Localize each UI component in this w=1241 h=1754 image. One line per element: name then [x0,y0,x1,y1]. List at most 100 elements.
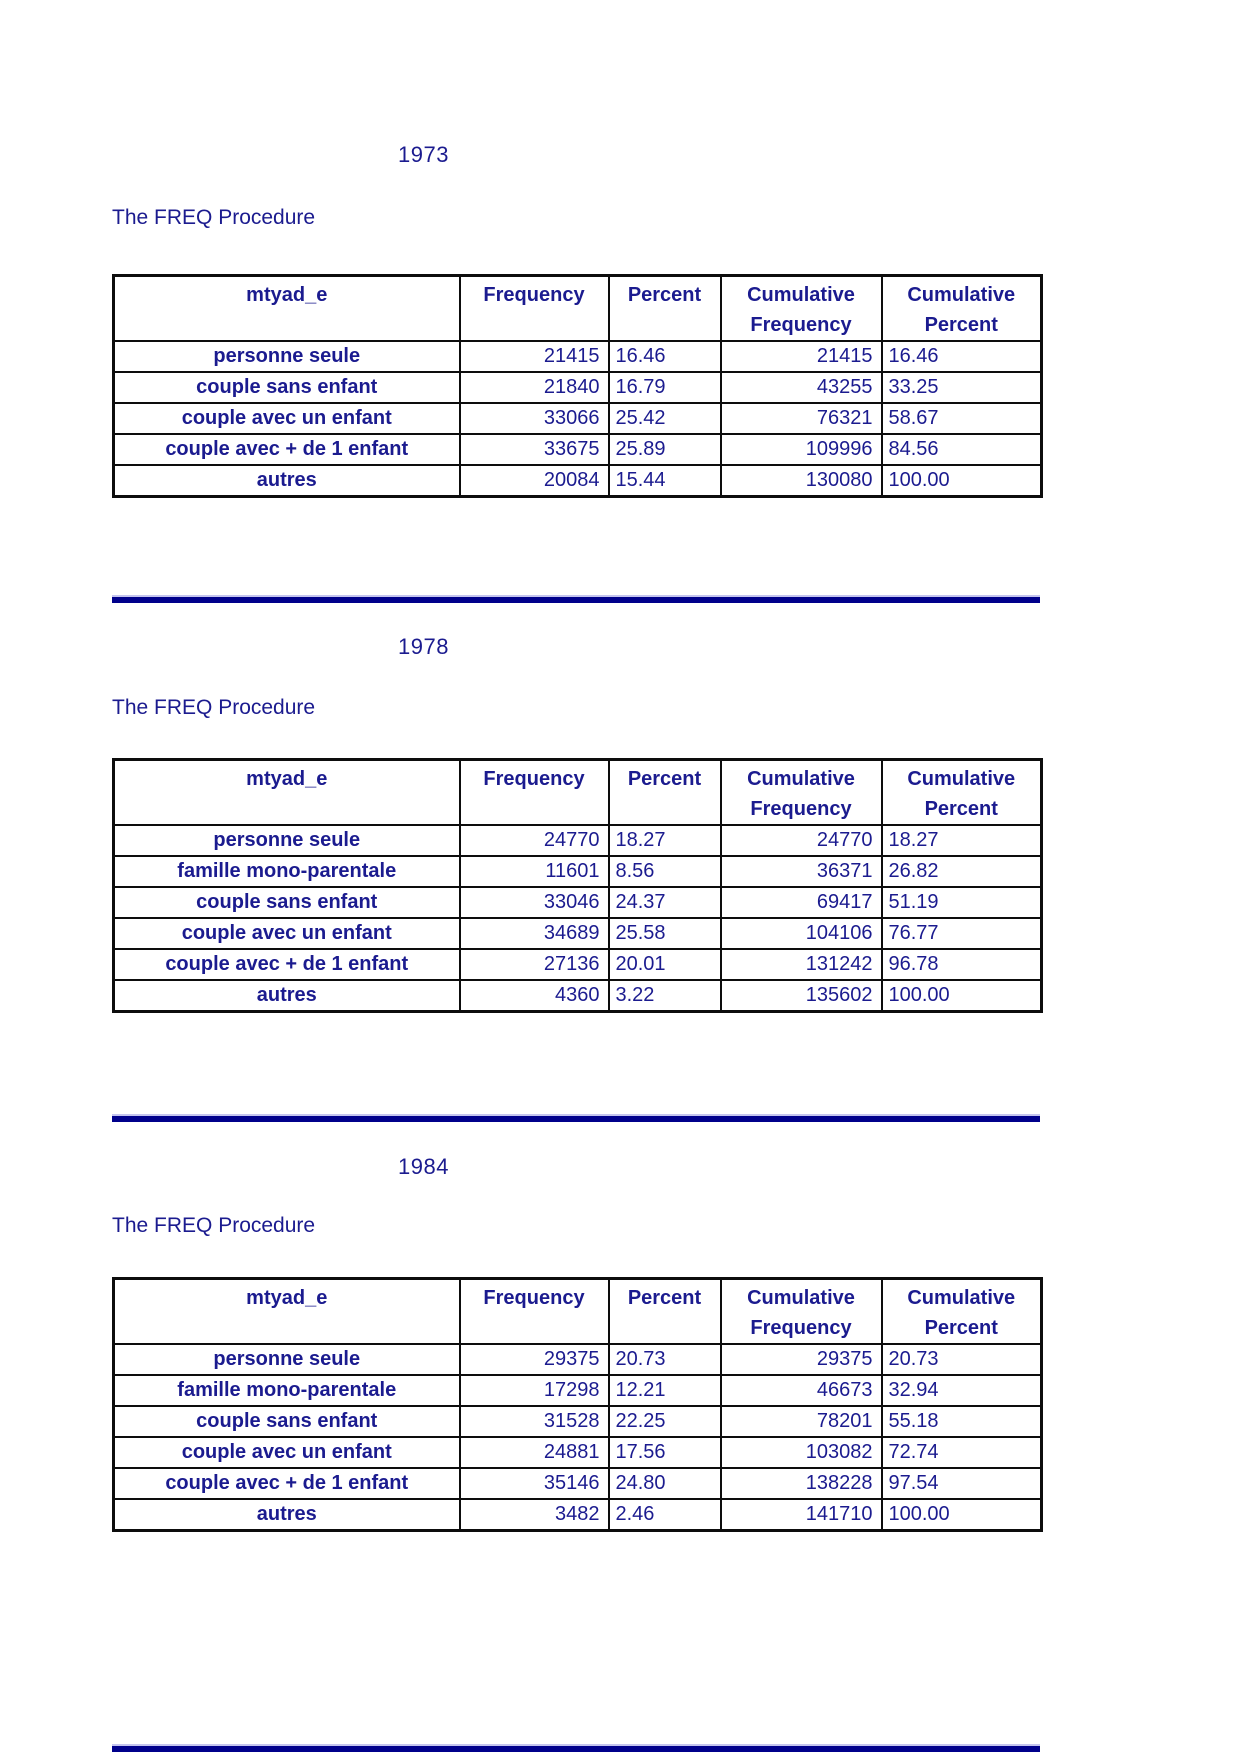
cumulative-frequency-cell: 46673 [719,1374,883,1407]
header-cumulative-percent: Cumulative Percent [880,1277,1043,1345]
frequency-cell: 24881 [458,1436,610,1469]
header-cumulative-percent-line1: Cumulative [907,768,1016,790]
percent-cell: 8.56 [607,855,722,888]
cumulative-frequency-cell: 109996 [719,433,883,466]
cumulative-frequency-cell: 103082 [719,1436,883,1469]
table-row: personne seule 29375 20.73 29375 20.73 [112,1343,1043,1376]
cumulative-frequency-cell: 29375 [719,1343,883,1376]
header-variable: mtyad_e [112,758,461,826]
cumulative-percent-cell: 26.82 [880,855,1043,888]
header-cumulative-percent-line2: Percent [924,1317,998,1339]
header-frequency: Frequency [458,1277,610,1345]
cumulative-frequency-cell: 43255 [719,371,883,404]
header-cumulative-frequency-line2: Frequency [750,1317,852,1339]
cumulative-percent-cell: 100.00 [880,1498,1043,1532]
procedure-title: The FREQ Procedure [112,206,316,229]
cumulative-frequency-cell: 141710 [719,1498,883,1532]
section-divider [112,1114,1040,1122]
table-row: personne seule 24770 18.27 24770 18.27 [112,824,1043,857]
cumulative-percent-cell: 97.54 [880,1467,1043,1500]
cumulative-percent-cell: 58.67 [880,402,1043,435]
cumulative-percent-cell: 96.78 [880,948,1043,981]
percent-cell: 24.80 [607,1467,722,1500]
table-row: autres 4360 3.22 135602 100.00 [112,979,1043,1013]
cumulative-percent-cell: 84.56 [880,433,1043,466]
table-row: couple sans enfant 21840 16.79 43255 33.… [112,371,1043,404]
cumulative-frequency-cell: 76321 [719,402,883,435]
frequency-cell: 21840 [458,371,610,404]
cumulative-percent-cell: 32.94 [880,1374,1043,1407]
header-cumulative-frequency: Cumulative Frequency [719,274,883,342]
category-cell: couple sans enfant [112,1405,461,1438]
category-cell: personne seule [112,340,461,373]
percent-cell: 2.46 [607,1498,722,1532]
category-cell: personne seule [112,1343,461,1376]
percent-cell: 25.42 [607,402,722,435]
year-title-1973: 1973 [398,142,449,167]
table-header-row: mtyad_e Frequency Percent Cumulative Freq… [112,758,1043,826]
header-cumulative-frequency: Cumulative Frequency [719,758,883,826]
percent-cell: 24.37 [607,886,722,919]
table-row: couple sans enfant 31528 22.25 78201 55.… [112,1405,1043,1438]
cumulative-frequency-cell: 135602 [719,979,883,1013]
cumulative-percent-cell: 55.18 [880,1405,1043,1438]
frequency-cell: 29375 [458,1343,610,1376]
category-cell: autres [112,464,461,498]
cumulative-frequency-cell: 138228 [719,1467,883,1500]
percent-cell: 25.58 [607,917,722,950]
frequency-cell: 33675 [458,433,610,466]
percent-cell: 18.27 [607,824,722,857]
header-percent: Percent [607,1277,722,1345]
category-cell: couple sans enfant [112,371,461,404]
table-header-row: mtyad_e Frequency Percent Cumulative Freq… [112,274,1043,342]
cumulative-percent-cell: 72.74 [880,1436,1043,1469]
table-row: couple avec + de 1 enfant 33675 25.89 10… [112,433,1043,466]
cumulative-percent-cell: 16.46 [880,340,1043,373]
frequency-cell: 21415 [458,340,610,373]
category-cell: autres [112,979,461,1013]
cumulative-frequency-cell: 104106 [719,917,883,950]
header-cumulative-percent: Cumulative Percent [880,758,1043,826]
header-percent: Percent [607,758,722,826]
cumulative-percent-cell: 100.00 [880,979,1043,1013]
category-cell: autres [112,1498,461,1532]
frequency-table-1978: mtyad_e Frequency Percent Cumulative Freq… [112,758,1043,1013]
table-row: couple sans enfant 33046 24.37 69417 51.… [112,886,1043,919]
frequency-table-1984: mtyad_e Frequency Percent Cumulative Freq… [112,1277,1043,1532]
procedure-title: The FREQ Procedure [112,1214,316,1237]
percent-cell: 20.01 [607,948,722,981]
header-cumulative-percent-line2: Percent [924,798,998,820]
percent-cell: 17.56 [607,1436,722,1469]
year-title-1984: 1984 [398,1154,449,1179]
frequency-table-1973: mtyad_e Frequency Percent Cumulative Freq… [112,274,1043,498]
table-row: couple avec + de 1 enfant 27136 20.01 13… [112,948,1043,981]
category-cell: couple avec + de 1 enfant [112,948,461,981]
percent-cell: 16.46 [607,340,722,373]
cumulative-percent-cell: 51.19 [880,886,1043,919]
category-cell: famille mono-parentale [112,1374,461,1407]
frequency-cell: 34689 [458,917,610,950]
header-cumulative-frequency-line1: Cumulative [747,1287,855,1309]
cumulative-frequency-cell: 131242 [719,948,883,981]
header-cumulative-percent-line1: Cumulative [907,284,1016,306]
table-row: couple avec + de 1 enfant 35146 24.80 13… [112,1467,1043,1500]
cumulative-frequency-cell: 21415 [719,340,883,373]
category-cell: couple avec un enfant [112,1436,461,1469]
table-header-row: mtyad_e Frequency Percent Cumulative Freq… [112,1277,1043,1345]
table-row: couple avec un enfant 24881 17.56 103082… [112,1436,1043,1469]
percent-cell: 22.25 [607,1405,722,1438]
table-row: autres 3482 2.46 141710 100.00 [112,1498,1043,1532]
percent-cell: 15.44 [607,464,722,498]
cumulative-percent-cell: 76.77 [880,917,1043,950]
header-variable: mtyad_e [112,274,461,342]
category-cell: couple sans enfant [112,886,461,919]
frequency-cell: 24770 [458,824,610,857]
table-row: personne seule 21415 16.46 21415 16.46 [112,340,1043,373]
percent-cell: 3.22 [607,979,722,1013]
header-percent: Percent [607,274,722,342]
cumulative-frequency-cell: 78201 [719,1405,883,1438]
frequency-cell: 3482 [458,1498,610,1532]
percent-cell: 20.73 [607,1343,722,1376]
header-cumulative-frequency: Cumulative Frequency [719,1277,883,1345]
frequency-cell: 33066 [458,402,610,435]
